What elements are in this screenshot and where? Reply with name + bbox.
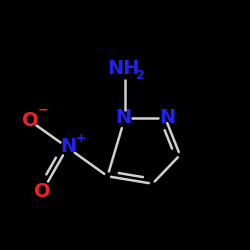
Text: O: O	[34, 182, 51, 201]
Text: O: O	[22, 110, 38, 130]
Text: NH: NH	[108, 59, 140, 78]
Text: −: −	[37, 104, 48, 117]
Text: N: N	[60, 137, 76, 156]
Text: N: N	[159, 108, 175, 127]
Text: 2: 2	[136, 69, 145, 82]
Text: +: +	[76, 132, 86, 144]
Text: N: N	[115, 108, 131, 127]
